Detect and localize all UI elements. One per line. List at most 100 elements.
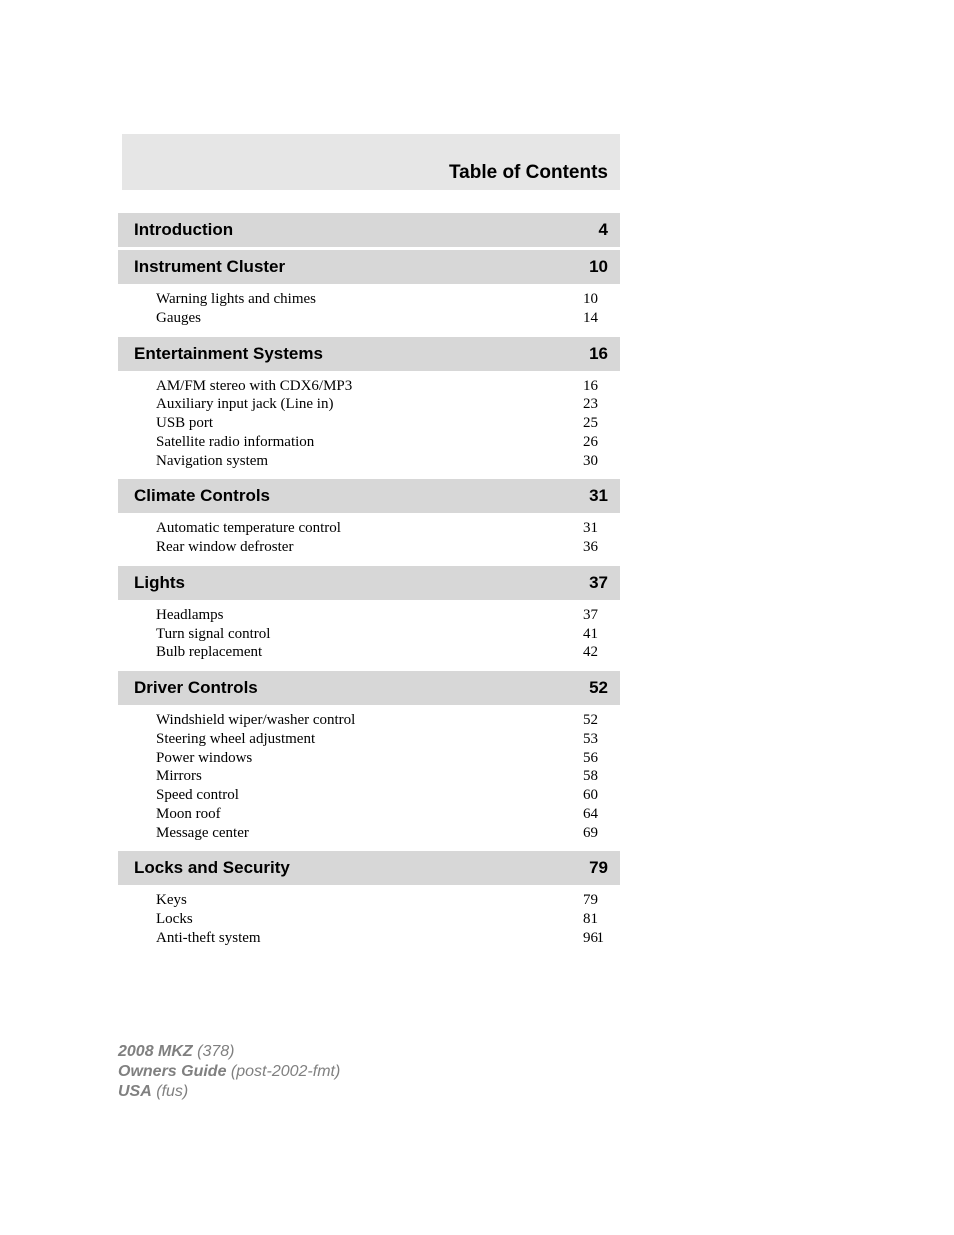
toc-sub-item-label: USB port: [156, 414, 558, 433]
toc-sub-item-label: Windshield wiper/washer control: [156, 711, 558, 730]
toc-sub-item-page: 42: [558, 643, 598, 662]
toc-sub-item[interactable]: USB port25: [156, 414, 598, 433]
toc-sub-item[interactable]: Moon roof64: [156, 805, 598, 824]
toc-sub-item-label: Message center: [156, 824, 558, 843]
toc-sub-item[interactable]: Steering wheel adjustment53: [156, 730, 598, 749]
toc-sub-item-page: 52: [558, 711, 598, 730]
toc-sub-item-page: 10: [558, 290, 598, 309]
footer-line-1: 2008 MKZ (378): [118, 1042, 340, 1062]
toc-sub-item-page: 96: [558, 929, 598, 948]
footer-line-3: USA (fus): [118, 1082, 340, 1102]
toc-sub-item[interactable]: Windshield wiper/washer control52: [156, 711, 598, 730]
toc-sub-list: AM/FM stereo with CDX6/MP316Auxiliary in…: [118, 371, 620, 477]
toc-sub-list: Keys79Locks81Anti-theft system96: [118, 885, 620, 953]
toc-sub-item-page: 56: [558, 749, 598, 768]
toc-sub-item-label: Headlamps: [156, 606, 558, 625]
toc-sub-item-page: 41: [558, 625, 598, 644]
toc-sub-item-label: Warning lights and chimes: [156, 290, 558, 309]
toc-section-page: 4: [599, 220, 608, 240]
toc-sub-item[interactable]: Headlamps37: [156, 606, 598, 625]
toc-sub-item[interactable]: Speed control60: [156, 786, 598, 805]
page-title: Table of Contents: [449, 162, 608, 184]
toc-section[interactable]: Lights 37: [118, 566, 620, 600]
footer-region-code: (fus): [156, 1083, 188, 1100]
toc-section[interactable]: Locks and Security 79: [118, 851, 620, 885]
toc-sub-item-label: Speed control: [156, 786, 558, 805]
toc-section[interactable]: Climate Controls 31: [118, 479, 620, 513]
toc-section-title: Climate Controls: [134, 486, 270, 506]
toc-sub-item[interactable]: Anti-theft system96: [156, 929, 598, 948]
toc-sub-item-page: 16: [558, 377, 598, 396]
toc-sub-item-page: 36: [558, 538, 598, 557]
toc-sub-item-label: Moon roof: [156, 805, 558, 824]
footer-model: 2008 MKZ: [118, 1043, 193, 1060]
toc-sub-item[interactable]: Auxiliary input jack (Line in)23: [156, 395, 598, 414]
toc-sub-item[interactable]: Keys79: [156, 891, 598, 910]
toc-sub-item-label: Satellite radio information: [156, 433, 558, 452]
toc-section-page: 52: [589, 678, 608, 698]
toc-sub-item-label: Power windows: [156, 749, 558, 768]
toc-sub-item[interactable]: Satellite radio information26: [156, 433, 598, 452]
toc-section-page: 16: [589, 344, 608, 364]
toc-section-page: 79: [589, 858, 608, 878]
toc-sub-item-label: Anti-theft system: [156, 929, 558, 948]
toc-sub-item[interactable]: Mirrors58: [156, 767, 598, 786]
toc-sub-item[interactable]: Locks81: [156, 910, 598, 929]
toc-sub-item-page: 60: [558, 786, 598, 805]
toc-sub-item-label: Bulb replacement: [156, 643, 558, 662]
toc-sub-item-page: 23: [558, 395, 598, 414]
toc-sub-item[interactable]: Power windows56: [156, 749, 598, 768]
toc-sub-item-label: Auxiliary input jack (Line in): [156, 395, 558, 414]
toc-sub-item-page: 26: [558, 433, 598, 452]
toc-sub-item[interactable]: AM/FM stereo with CDX6/MP316: [156, 377, 598, 396]
toc-section-page: 31: [589, 486, 608, 506]
toc-sub-list: Headlamps37Turn signal control41Bulb rep…: [118, 600, 620, 668]
toc-sub-item-label: Keys: [156, 891, 558, 910]
toc-sub-list: Warning lights and chimes10Gauges14: [118, 284, 620, 334]
toc-section[interactable]: Introduction 4: [118, 213, 620, 247]
toc-sub-item-label: Mirrors: [156, 767, 558, 786]
toc-section[interactable]: Driver Controls 52: [118, 671, 620, 705]
toc-sub-item-page: 31: [558, 519, 598, 538]
toc-sub-item-page: 37: [558, 606, 598, 625]
toc-sub-item[interactable]: Gauges14: [156, 309, 598, 328]
toc-section-title: Lights: [134, 573, 185, 593]
toc-sub-item-label: Turn signal control: [156, 625, 558, 644]
toc-sub-item-label: Rear window defroster: [156, 538, 558, 557]
toc-sub-item-page: 64: [558, 805, 598, 824]
page-number: 1: [597, 930, 605, 947]
toc-sub-item-page: 58: [558, 767, 598, 786]
footer: 2008 MKZ (378) Owners Guide (post-2002-f…: [118, 1042, 340, 1102]
toc-sub-item[interactable]: Turn signal control41: [156, 625, 598, 644]
toc-sub-item[interactable]: Automatic temperature control31: [156, 519, 598, 538]
toc-sub-item[interactable]: Rear window defroster36: [156, 538, 598, 557]
toc-sub-list: Automatic temperature control31Rear wind…: [118, 513, 620, 563]
toc-section-title: Entertainment Systems: [134, 344, 323, 364]
toc-section-page: 37: [589, 573, 608, 593]
toc-sub-item[interactable]: Warning lights and chimes10: [156, 290, 598, 309]
footer-guide-fmt: (post-2002-fmt): [231, 1063, 340, 1080]
footer-region: USA: [118, 1083, 152, 1100]
toc-section[interactable]: Entertainment Systems 16: [118, 337, 620, 371]
toc-sub-item[interactable]: Navigation system30: [156, 452, 598, 471]
toc-sub-item-label: Gauges: [156, 309, 558, 328]
header-bar: Table of Contents: [122, 134, 620, 190]
footer-line-2: Owners Guide (post-2002-fmt): [118, 1062, 340, 1082]
toc-sub-item[interactable]: Bulb replacement42: [156, 643, 598, 662]
table-of-contents: Introduction4Instrument Cluster10Warning…: [118, 213, 620, 954]
toc-section[interactable]: Instrument Cluster10: [118, 250, 620, 284]
footer-model-code: (378): [197, 1043, 234, 1060]
toc-section-title: Locks and Security: [134, 858, 290, 878]
toc-sub-item-label: Locks: [156, 910, 558, 929]
toc-sub-item[interactable]: Message center69: [156, 824, 598, 843]
toc-sub-item-page: 14: [558, 309, 598, 328]
toc-sub-item-page: 25: [558, 414, 598, 433]
toc-sub-item-page: 30: [558, 452, 598, 471]
toc-section-title: Introduction: [134, 220, 233, 240]
toc-section-title: Driver Controls: [134, 678, 258, 698]
toc-sub-item-label: Automatic temperature control: [156, 519, 558, 538]
toc-sub-item-page: 53: [558, 730, 598, 749]
footer-guide: Owners Guide: [118, 1063, 226, 1080]
toc-section-title: Instrument Cluster: [134, 257, 285, 277]
toc-sub-item-page: 69: [558, 824, 598, 843]
